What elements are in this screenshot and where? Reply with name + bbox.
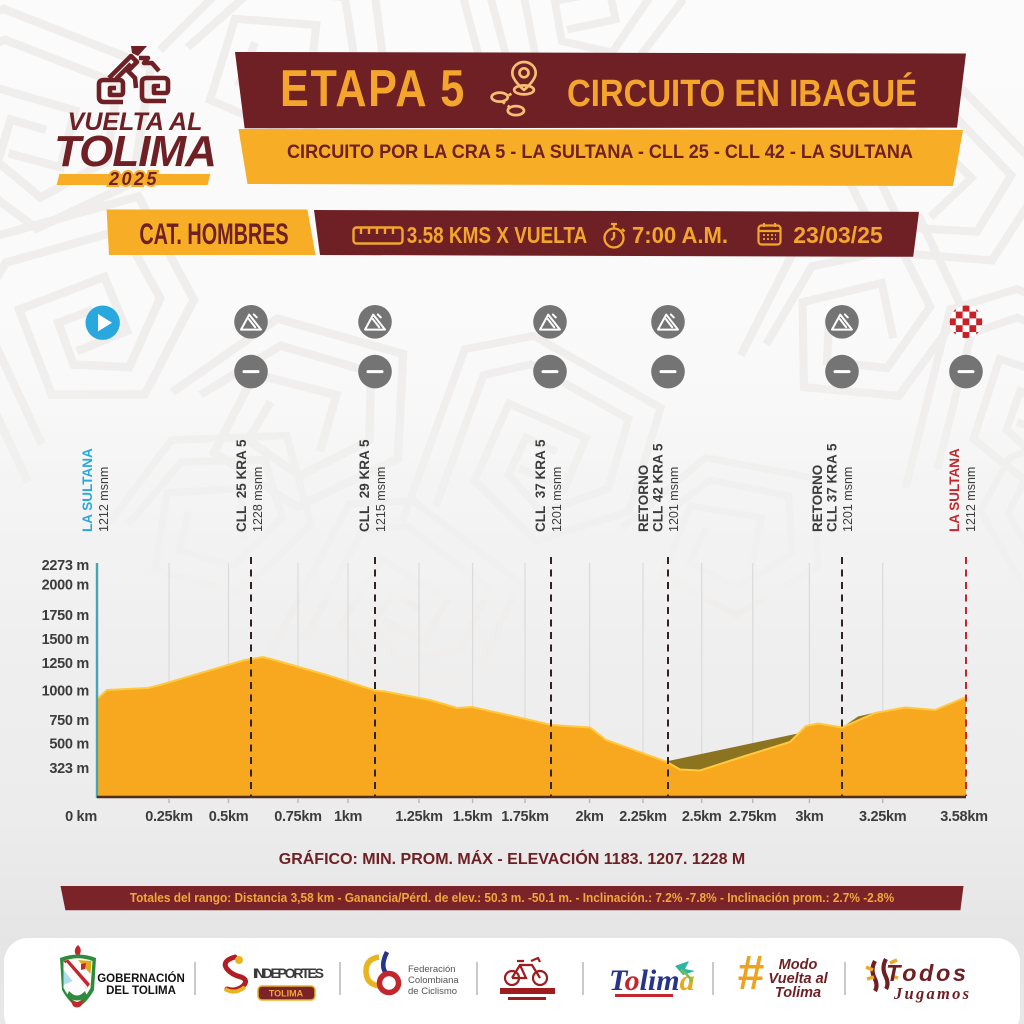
svg-text:3km: 3km	[795, 809, 823, 825]
svg-text:Jugamos: Jugamos	[893, 984, 969, 1003]
svg-text:1750 m: 1750 m	[42, 608, 89, 624]
svg-text:1215 msnm: 1215 msnm	[374, 467, 388, 532]
svg-text:Vuelta al: Vuelta al	[768, 971, 828, 987]
svg-text:Federación: Federación	[408, 964, 456, 975]
svg-text:3.25km: 3.25km	[859, 809, 906, 825]
svg-text:Tolima: Tolima	[775, 985, 821, 1001]
svg-text:750 m: 750 m	[49, 713, 89, 729]
svg-text:RETORNO: RETORNO	[810, 465, 825, 532]
svg-text:1000 m: 1000 m	[42, 684, 89, 700]
svg-text:LA SULTANA: LA SULTANA	[80, 448, 95, 532]
svg-text:#: #	[737, 947, 764, 1000]
svg-text:1212 msnm: 1212 msnm	[964, 467, 978, 532]
svg-text:1250 m: 1250 m	[42, 656, 89, 672]
svg-text:1500 m: 1500 m	[42, 632, 89, 648]
svg-text:GOBERNACIÓN: GOBERNACIÓN	[97, 972, 185, 985]
svg-text:2.5km: 2.5km	[682, 809, 722, 825]
svg-text:Colombiana: Colombiana	[408, 975, 459, 986]
svg-text:CLL 29 KRA 5: CLL 29 KRA 5	[357, 439, 372, 532]
svg-text:2025: 2025	[108, 169, 159, 189]
svg-text:500 m: 500 m	[49, 737, 89, 753]
svg-text:1212 msnm: 1212 msnm	[97, 467, 111, 532]
svg-text:2.75km: 2.75km	[729, 809, 776, 825]
svg-text:323 m: 323 m	[49, 761, 89, 777]
svg-text:TOLIMA: TOLIMA	[269, 989, 304, 999]
svg-text:2.25km: 2.25km	[619, 809, 666, 825]
svg-text:CLL 37 KRA 5: CLL 37 KRA 5	[825, 443, 840, 532]
svg-text:0.25km: 0.25km	[145, 809, 192, 825]
svg-text:1228 msnm: 1228 msnm	[251, 467, 265, 532]
svg-text:0 km: 0 km	[65, 809, 97, 825]
svg-text:Modo: Modo	[779, 957, 818, 973]
svg-text:2km: 2km	[576, 809, 604, 825]
svg-text:Todos: Todos	[886, 960, 966, 986]
svg-text:1km: 1km	[334, 809, 362, 825]
svg-text:1.75km: 1.75km	[501, 809, 548, 825]
svg-text:1.5km: 1.5km	[453, 809, 493, 825]
svg-text:CLL 37 KRA 5: CLL 37 KRA 5	[533, 439, 548, 532]
svg-text:DEL TOLIMA: DEL TOLIMA	[106, 985, 176, 997]
svg-text:CLL 25 KRA 5: CLL 25 KRA 5	[234, 439, 249, 532]
svg-text:2000 m: 2000 m	[42, 578, 89, 594]
svg-text:1201 msnm: 1201 msnm	[550, 467, 564, 532]
svg-text:de Ciclismo: de Ciclismo	[408, 986, 457, 997]
svg-text:LA SULTANA: LA SULTANA	[947, 448, 962, 532]
svg-text:RETORNO: RETORNO	[636, 465, 651, 532]
svg-text:1.25km: 1.25km	[395, 809, 442, 825]
svg-text:1201 msnm: 1201 msnm	[841, 467, 855, 532]
svg-text:INDEPORTES: INDEPORTES	[253, 965, 324, 981]
svg-text:0.5km: 0.5km	[209, 809, 249, 825]
svg-text:3.58km: 3.58km	[940, 809, 987, 825]
svg-text:0.75km: 0.75km	[274, 809, 321, 825]
svg-text:2273 m: 2273 m	[42, 558, 89, 574]
svg-text:Tolima: Tolima	[609, 964, 695, 997]
svg-text:1201 msnm: 1201 msnm	[667, 467, 681, 532]
svg-text:CLL 42 KRA 5: CLL 42 KRA 5	[651, 443, 666, 532]
